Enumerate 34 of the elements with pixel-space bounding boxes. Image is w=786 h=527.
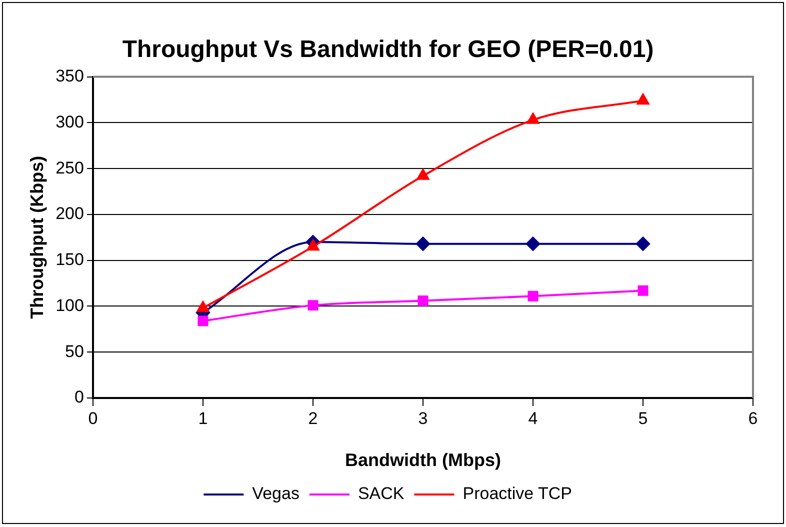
point	[528, 290, 538, 302]
x-axis-title: Bandwidth (Mbps)	[344, 450, 501, 470]
point	[638, 285, 648, 296]
x-tick-label: 3	[418, 408, 428, 428]
x-tick-label: 0	[88, 408, 98, 428]
point	[526, 236, 540, 251]
y-tick-label: 250	[56, 158, 84, 178]
y-axis-title: Throughput (Kbps)	[26, 156, 47, 319]
point	[416, 168, 430, 180]
point	[418, 295, 428, 306]
point	[196, 301, 210, 312]
y-tick-label: 150	[56, 250, 84, 270]
y-tick-label: 300	[56, 112, 84, 132]
x-tick-label: 5	[638, 408, 648, 428]
legend-label: SACK	[358, 484, 405, 504]
point	[526, 112, 540, 124]
point	[306, 240, 320, 251]
x-tick-label: 6	[748, 408, 758, 428]
point	[416, 236, 430, 251]
y-tick-label: 350	[56, 66, 84, 86]
point	[308, 300, 318, 311]
point	[198, 316, 208, 326]
legend-label: Vegas	[252, 484, 300, 504]
x-tick-label: 1	[198, 408, 208, 428]
y-tick-label: 50	[65, 342, 84, 361]
y-tick-label: 100	[56, 296, 84, 315]
y-tick-label: 200	[56, 204, 84, 224]
legend-label: Proactive TCP	[462, 484, 572, 504]
x-tick-label: 2	[308, 408, 318, 428]
x-tick-label: 4	[528, 408, 538, 428]
chart-title: Throughput Vs Bandwidth for GEO (PER=0.01)	[122, 36, 654, 64]
point	[636, 94, 650, 105]
point	[636, 236, 650, 251]
y-tick-label: 0	[74, 388, 84, 407]
